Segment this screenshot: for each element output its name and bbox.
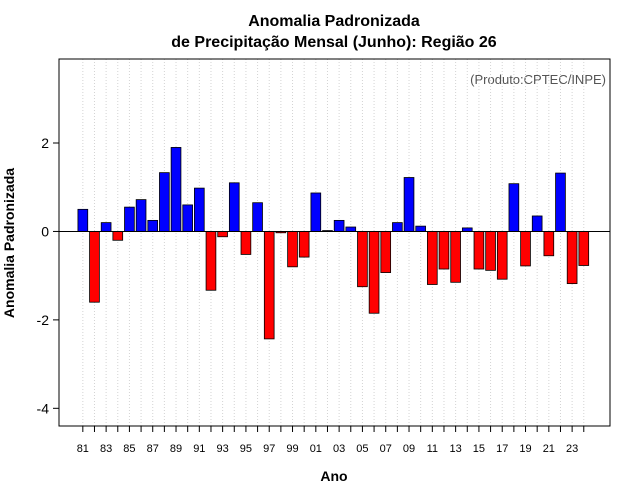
chart-title: Anomalia Padronizada <box>248 13 420 30</box>
x-tick-label: 11 <box>427 443 438 455</box>
bar-2003 <box>333 219 345 232</box>
bar-2024 <box>578 231 590 266</box>
chart-subtitle: de Precipitação Mensal (Junho): Região 2… <box>171 34 497 51</box>
bar-2023 <box>566 231 578 285</box>
x-tick-label: 19 <box>519 443 531 455</box>
bar-2004 <box>345 226 357 232</box>
bar-2006 <box>368 231 380 314</box>
bar-2000 <box>298 231 310 258</box>
x-axis-label: Ano <box>320 468 347 484</box>
y-tick-label: -4 <box>37 400 50 416</box>
x-tick-label: 23 <box>566 443 578 455</box>
bar-2019 <box>520 231 531 267</box>
x-tick-label: 87 <box>147 443 159 455</box>
x-tick-label: 01 <box>310 443 322 455</box>
bar-2018 <box>508 183 520 232</box>
bar-1997 <box>263 231 275 340</box>
bar-1995 <box>240 231 252 255</box>
x-tick-label: 95 <box>240 443 252 455</box>
x-tick-label: 97 <box>263 443 275 455</box>
plot-frame <box>58 58 611 427</box>
bars <box>77 147 590 340</box>
bar-1990 <box>182 204 193 232</box>
bar-1981 <box>77 208 89 232</box>
bar-2021 <box>543 231 555 257</box>
bar-2009 <box>403 177 415 232</box>
bar-2010 <box>415 225 426 232</box>
bar-1987 <box>147 219 159 232</box>
bar-2012 <box>438 231 450 270</box>
bar-2020 <box>531 215 543 232</box>
bar-2011 <box>427 231 438 285</box>
y-axis: -4 -2 0 2 <box>37 135 59 416</box>
x-axis: 81 83 85 87 89 91 93 95 97 99 01 03 05 07 09 11 13 15 17 19… <box>77 426 585 455</box>
x-tick-label: 83 <box>100 443 112 455</box>
bar-1996 <box>252 202 263 232</box>
bar-1988 <box>159 172 170 232</box>
x-tick-label: 93 <box>217 443 229 455</box>
bar-2013 <box>450 231 461 283</box>
bar-1994 <box>228 182 240 232</box>
bar-2005 <box>357 231 368 288</box>
x-tick-label: 13 <box>450 443 462 455</box>
bar-1999 <box>287 231 298 268</box>
x-tick-label: 85 <box>123 443 135 455</box>
x-tick-label: 15 <box>473 443 485 455</box>
x-tick-label: 05 <box>356 443 368 455</box>
x-tick-label: 81 <box>77 443 89 455</box>
bar-1986 <box>135 199 147 232</box>
x-tick-label: 21 <box>543 443 555 455</box>
x-tick-label: 07 <box>380 443 392 455</box>
y-axis-label: Anomalia Padronizada <box>1 168 17 318</box>
bar-2007 <box>380 231 392 273</box>
x-tick-label: 89 <box>170 443 182 455</box>
bar-2001 <box>310 192 322 232</box>
y-tick-label: 0 <box>41 223 49 239</box>
bar-1993 <box>217 231 228 238</box>
bar-1984 <box>112 231 124 241</box>
bar-2017 <box>496 231 508 280</box>
bar-2008 <box>392 222 403 232</box>
x-tick-label: 17 <box>496 443 508 455</box>
bar-1992 <box>205 231 217 291</box>
y-tick-label: 2 <box>41 135 49 151</box>
y-tick-label: -2 <box>37 312 50 328</box>
x-tick-label: 09 <box>403 443 415 455</box>
grid-lines <box>82 59 585 426</box>
bar-1982 <box>89 231 100 303</box>
bar-1985 <box>124 206 135 232</box>
x-tick-label: 91 <box>193 443 205 455</box>
bar-1989 <box>170 147 182 232</box>
bar-1991 <box>194 187 205 232</box>
bar-2016 <box>485 231 496 271</box>
bar-2015 <box>473 231 485 270</box>
bar-2014 <box>461 227 473 232</box>
bar-2022 <box>555 172 566 232</box>
bar-1983 <box>100 222 112 232</box>
x-tick-label: 03 <box>333 443 345 455</box>
x-tick-label: 99 <box>286 443 298 455</box>
